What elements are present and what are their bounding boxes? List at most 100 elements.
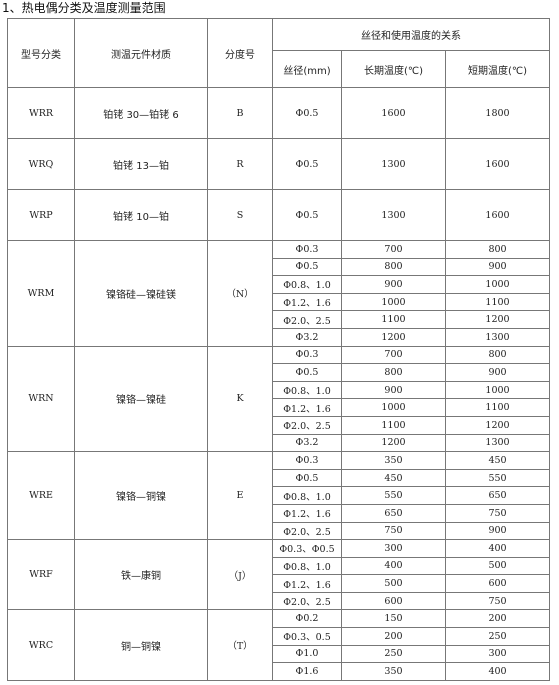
short-term-cell: 1200	[444, 415, 551, 435]
diameter-cell: Φ0.5	[272, 87, 342, 139]
diameter-cell: Φ0.5	[272, 189, 342, 241]
diameter-cell: Φ2.0、2.5	[272, 591, 342, 611]
short-term-cell: 1600	[444, 138, 551, 190]
short-term-cell: 200	[444, 609, 551, 629]
material-cell: 镍铬—镍硅	[74, 345, 208, 453]
table-row: WRP 铂铑 10—铂 S Φ0.5 1300 1600	[7, 189, 551, 241]
table-row: Φ1.2、1.6 500 600	[8, 574, 551, 593]
table-row: Φ1.2、1.6 1000 1100	[8, 398, 551, 417]
diameter-cell: Φ0.3	[272, 451, 342, 470]
table-row: WRF 铁—康铜 （J） Φ0.3、Φ0.5 300 400	[7, 539, 551, 611]
long-term-cell: 1100	[341, 310, 446, 329]
long-term-cell: 150	[341, 609, 446, 629]
model-cell: WRE	[7, 451, 75, 541]
table-row: Φ2.0、2.5 600 750	[8, 591, 551, 611]
model-cell: WRR	[7, 87, 75, 139]
table-row: WRR 铂铑 30—铂铑 6 B Φ0.5 1600 1800	[7, 87, 551, 139]
diameter-cell: Φ0.8、1.0	[272, 556, 342, 576]
short-term-cell: 400	[444, 662, 551, 681]
model-cell: WRQ	[7, 138, 75, 190]
diameter-cell: Φ3.2	[272, 433, 342, 453]
diameter-cell: Φ0.8、1.0	[272, 275, 342, 294]
table-row: Φ1.2、1.6 1000 1100	[8, 292, 551, 312]
diameter-cell: Φ1.6	[272, 662, 342, 681]
long-term-cell: 200	[341, 627, 446, 646]
thermocouple-table: 型号分类 测温元件材质 分度号 丝径和使用温度的关系 丝径(mm) 长期温度(℃…	[7, 17, 551, 681]
diameter-cell: Φ1.2、1.6	[272, 503, 342, 523]
grade-cell: （N）	[207, 240, 273, 347]
diameter-cell: Φ0.3	[272, 240, 342, 259]
short-term-cell: 250	[444, 627, 551, 646]
table-row: WRQ 铂铑 13—铂 R Φ0.5 1300 1600	[7, 138, 551, 190]
model-cell: WRM	[7, 240, 75, 347]
diameter-cell: Φ1.0	[272, 644, 342, 664]
short-term-cell: 1000	[444, 275, 551, 294]
diameter-cell: Φ0.3	[272, 345, 342, 365]
table-row: WRM 镍铬硅—镍硅镁 （N） Φ0.3 700 800	[7, 240, 551, 347]
short-term-cell: 900	[444, 257, 551, 277]
grade-cell: E	[207, 451, 273, 541]
material-cell: 铂铑 13—铂	[74, 138, 208, 190]
short-term-cell: 800	[444, 345, 551, 365]
long-term-cell: 650	[341, 503, 446, 523]
long-term-cell: 400	[341, 556, 446, 576]
short-term-cell: 300	[444, 644, 551, 664]
long-term-cell: 800	[341, 257, 446, 277]
diameter-cell: Φ0.8、1.0	[272, 486, 342, 505]
table-row: Φ0.5 800 900	[8, 363, 551, 382]
header-grade: 分度号	[207, 18, 273, 88]
short-term-cell: 500	[444, 556, 551, 576]
document-title: 1、热电偶分类及温度测量范围	[2, 1, 166, 15]
short-term-cell: 1100	[444, 398, 551, 417]
table-row: Φ0.5 800 900	[8, 257, 551, 277]
material-cell: 铁—康铜	[74, 539, 208, 611]
short-term-cell: 900	[444, 363, 551, 382]
table-row: Φ2.0、2.5 1100 1200	[8, 310, 551, 329]
short-term-cell: 800	[444, 240, 551, 259]
material-cell: 铂铑 10—铂	[74, 189, 208, 241]
long-term-cell: 1200	[341, 433, 446, 453]
diameter-cell: Φ1.2、1.6	[272, 574, 342, 593]
grade-cell: B	[207, 87, 273, 139]
long-term-cell: 1600	[341, 87, 446, 139]
short-term-cell: 650	[444, 486, 551, 505]
long-term-cell: 750	[341, 521, 446, 541]
grade-cell: （J）	[207, 539, 273, 611]
short-term-cell: 1800	[444, 87, 551, 139]
grade-cell: K	[207, 345, 273, 453]
header-short-term: 短期温度(℃)	[444, 50, 551, 88]
long-term-cell: 1000	[341, 398, 446, 417]
material-cell: 镍铬硅—镍硅镁	[74, 240, 208, 347]
short-term-cell: 450	[444, 451, 551, 470]
long-term-cell: 1300	[341, 138, 446, 190]
long-term-cell: 550	[341, 486, 446, 505]
diameter-cell: Φ0.5	[272, 138, 342, 190]
long-term-cell: 900	[341, 380, 446, 400]
long-term-cell: 350	[341, 662, 446, 681]
long-term-cell: 1300	[341, 189, 446, 241]
long-term-cell: 600	[341, 591, 446, 611]
long-term-cell: 1100	[341, 415, 446, 435]
table-row: Φ3.2 1200 1300	[8, 433, 551, 453]
long-term-cell: 700	[341, 345, 446, 365]
long-term-cell: 450	[341, 468, 446, 488]
model-cell: WRF	[7, 539, 75, 611]
short-term-cell: 400	[444, 539, 551, 558]
header-material: 测温元件材质	[74, 18, 208, 88]
material-cell: 铜—铜镍	[74, 609, 208, 681]
table-row: WRC 铜—铜镍 （T） Φ0.2 150 200	[7, 609, 551, 681]
long-term-cell: 900	[341, 275, 446, 294]
short-term-cell: 1200	[444, 310, 551, 329]
diameter-cell: Φ0.5	[272, 363, 342, 382]
short-term-cell: 600	[444, 574, 551, 593]
long-term-cell: 1200	[341, 327, 446, 347]
short-term-cell: 550	[444, 468, 551, 488]
short-term-cell: 1600	[444, 189, 551, 241]
diameter-cell: Φ2.0、2.5	[272, 415, 342, 435]
table-row: WRE 镍铬—铜镍 E Φ0.3 350 450	[7, 451, 551, 541]
diameter-cell: Φ0.3、0.5	[272, 627, 342, 646]
short-term-cell: 750	[444, 503, 551, 523]
material-cell: 镍铬—铜镍	[74, 451, 208, 541]
model-cell: WRP	[7, 189, 75, 241]
table-row: Φ1.6 350 400	[8, 662, 551, 681]
